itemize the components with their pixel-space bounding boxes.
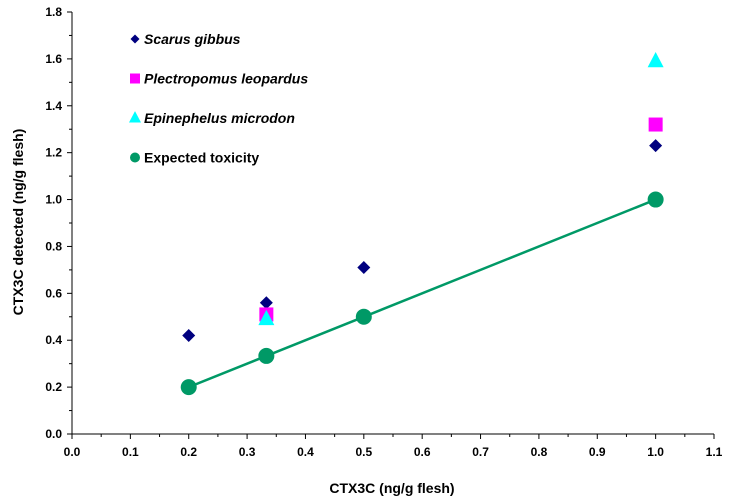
x-tick-label: 0.9 (589, 445, 606, 459)
x-tick-label: 0.5 (355, 445, 372, 459)
x-tick-label: 0.7 (472, 445, 489, 459)
scarus-gibbus-point (259, 296, 273, 310)
plectropomus-leopardus-point (648, 117, 663, 132)
y-tick-label: 0.2 (45, 380, 62, 394)
legend-label: Plectropomus leopardus (144, 71, 308, 87)
x-tick-label: 0.0 (64, 445, 81, 459)
x-tick-label: 0.4 (297, 445, 314, 459)
y-tick-labels: 0.0 0.2 0.4 0.6 0.8 1.0 1.2 1.4 1.6 1.8 (45, 5, 62, 441)
epinephelus-microdon-point (647, 52, 664, 68)
x-tick-label: 0.2 (180, 445, 197, 459)
legend-marker-scarus-gibbus (130, 34, 140, 44)
x-tick-label: 1.0 (647, 445, 664, 459)
expected-toxicity-point (647, 191, 664, 208)
y-tick-label: 1.6 (45, 52, 62, 66)
y-tick-label: 1.2 (45, 146, 62, 160)
y-tick-label: 0.8 (45, 239, 62, 253)
legend-marker-epinephelus-microdon (129, 111, 141, 123)
epinephelus-microdon-point (258, 309, 275, 326)
x-tick-label: 0.1 (122, 445, 139, 459)
scarus-gibbus-point (182, 329, 196, 343)
plot-area (180, 52, 664, 396)
expected-toxicity-line (188, 198, 657, 389)
y-tick-label: 0.6 (45, 286, 62, 300)
x-tick-label: 0.6 (414, 445, 431, 459)
legend: Scarus gibbus Plectropomus leopardus Epine… (129, 31, 308, 166)
legend-label: Scarus gibbus (144, 31, 241, 47)
axes (67, 11, 715, 439)
y-tick-label: 0.4 (45, 333, 62, 347)
scarus-gibbus-point (649, 139, 663, 153)
legend-label: Epinephelus microdon (144, 110, 295, 126)
legend-marker-plectropomus-leopardus (130, 73, 140, 84)
x-tick-labels: 0.0 0.1 0.2 0.3 0.4 0.5 0.6 0.7 0.8 0.9 1.0 1.1 (64, 445, 723, 459)
y-tick-label: 1.8 (45, 5, 62, 19)
x-tick-label: 0.8 (531, 445, 548, 459)
x-tick-label: 0.3 (239, 445, 256, 459)
y-axis-title: CTX3C detected (ng/g flesh) (10, 129, 26, 316)
legend-marker-expected-toxicity (130, 152, 140, 163)
y-tick-label: 1.0 (45, 193, 62, 207)
x-tick-label: 1.1 (706, 445, 723, 459)
y-tick-label: 1.4 (45, 99, 62, 113)
y-tick-label: 0.0 (45, 427, 62, 441)
expected-toxicity-point (258, 347, 275, 364)
legend-label: Expected toxicity (144, 150, 259, 166)
scarus-gibbus-point (357, 261, 371, 275)
expected-toxicity-point (355, 308, 372, 325)
x-axis-title: CTX3C (ng/g flesh) (329, 480, 454, 496)
expected-toxicity-point (180, 379, 197, 396)
